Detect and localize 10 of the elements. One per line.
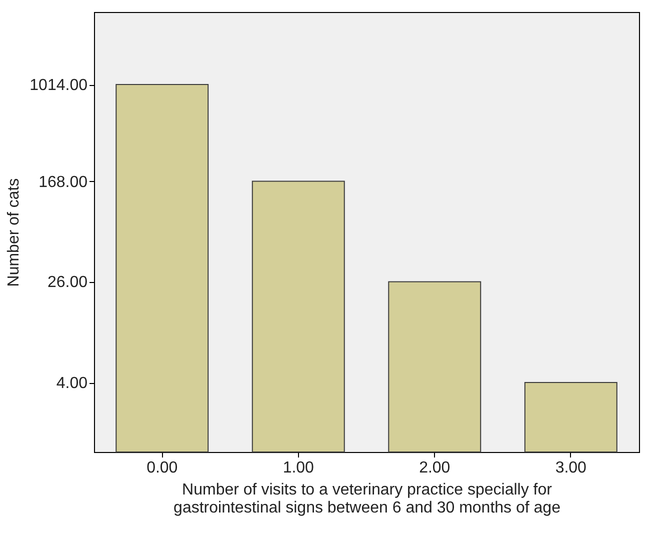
x-tick-label: 0.00 [146,460,178,476]
x-tick-label: 3.00 [555,460,587,476]
y-tick-label: 26.00 [47,274,88,292]
y-tick-label: 4.00 [56,375,88,392]
x-axis-title: Number of visits to a veterinary practice specially for gastrointestinal signs between 6 and 30 months of age [174,482,561,516]
x-tick-label: 2.00 [419,460,450,476]
y-tick-label: 168.00 [38,174,88,191]
y-tick-label: 1014.00 [30,77,88,94]
y-axis-title: Number of cats [6,178,23,287]
x-tick-label: 1.00 [282,460,314,476]
